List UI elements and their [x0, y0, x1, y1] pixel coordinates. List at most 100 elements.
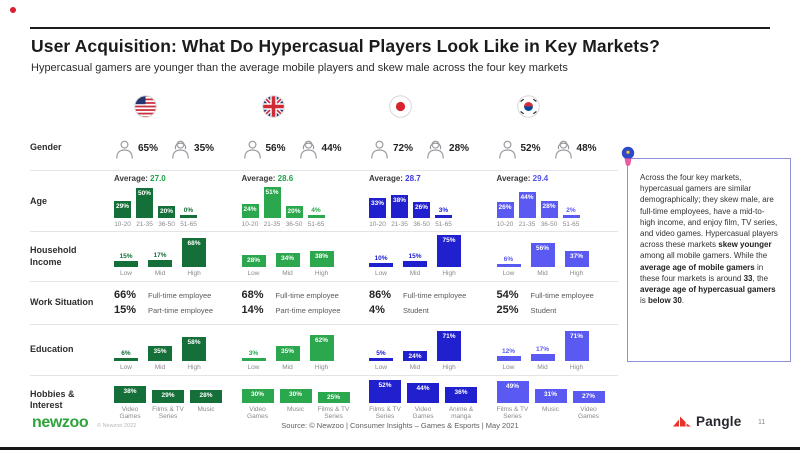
bar-column: 34%	[275, 253, 300, 268]
work-percentage: 4%	[369, 304, 385, 317]
bar: 26%	[413, 202, 430, 218]
newzoo-logo: newzoo	[32, 414, 89, 431]
work-percentage: 86%	[369, 289, 392, 302]
work-label: Full-time employee	[275, 291, 339, 301]
bar-column: 26%	[496, 202, 514, 218]
female-icon	[299, 140, 317, 159]
tick-label: High	[569, 270, 584, 278]
bar: 28%	[540, 201, 558, 218]
japan-flag-icon-cell	[363, 92, 491, 126]
bar-column: 24%	[241, 204, 259, 218]
tick-label: Low	[375, 270, 387, 278]
tick-label: High	[569, 363, 584, 371]
bar-column: 31%	[534, 388, 567, 403]
bar-column: 4%	[307, 207, 325, 218]
bar: 51%	[263, 187, 281, 218]
hobbies-bars: 49% 31% 27%	[496, 379, 617, 403]
gender-cell-United Kingdom: 56% 44%	[236, 135, 364, 162]
bottom-rule	[0, 447, 800, 450]
bar-value-label: 26%	[498, 204, 512, 211]
work-cell-South Korea: 54% Full-time employee 25% Student	[491, 283, 619, 322]
tick-label: 51-65	[180, 221, 197, 228]
hobbies-bars: 52% 44% 36%	[369, 379, 489, 403]
bar-column: 3%	[435, 207, 452, 218]
tick-label: Low	[247, 270, 260, 278]
bar-column: 35%	[148, 345, 172, 361]
tick-label: Mid	[282, 363, 293, 371]
bar: 75%	[437, 235, 461, 268]
bar-column: 68%	[182, 238, 206, 268]
male-percentage: 65%	[138, 142, 159, 154]
bar-value-label: 49%	[505, 382, 519, 390]
age-bars: 26% 44% 28% 2%	[496, 186, 617, 218]
work-percentage: 14%	[241, 304, 264, 317]
age-bars: 24% 51% 20% 4%	[241, 186, 362, 218]
income-bars: 28% 34% 38%	[241, 235, 362, 268]
bar	[496, 355, 521, 361]
tick-label: Low	[247, 363, 260, 371]
gender-cell-South Korea: 52% 48%	[491, 135, 619, 162]
age-average: Average: 28.6	[242, 174, 362, 183]
bar: 31%	[534, 388, 567, 403]
tick-label: High	[314, 270, 329, 278]
bar-value-label: 12%	[501, 347, 515, 355]
tick-label: High	[314, 363, 329, 371]
education-cell-Japan: 5% 24% 71% Low Mid High	[363, 326, 491, 374]
bar: 29%	[114, 201, 131, 218]
bar-value-label: 28%	[199, 391, 213, 399]
bar-column: 28%	[190, 389, 222, 403]
bar: 30%	[241, 388, 274, 403]
bar-value-label: 5%	[376, 349, 386, 357]
bar-value-label: 34%	[280, 255, 294, 263]
tick-label: 36-50	[158, 221, 175, 228]
tick-label: Mid	[154, 270, 166, 278]
bar-value-label: 38%	[314, 253, 328, 261]
hobbies-cell-United States: 38% 29% 28% Video Games Films & TV Series Mus…	[108, 376, 236, 424]
bar-column: 3%	[241, 349, 266, 361]
work-label: Full-time employee	[148, 291, 212, 301]
row-label-work: Work Situation	[30, 297, 94, 308]
income-bars: 10% 15% 75%	[369, 235, 489, 268]
female-icon	[554, 140, 572, 159]
uk-flag-icon-cell	[236, 92, 364, 126]
bar-value-label: 29%	[115, 203, 129, 210]
education-bars: 3% 35% 62%	[241, 329, 362, 361]
bar: 34%	[275, 253, 300, 268]
bar	[148, 260, 172, 268]
bar-column: 37%	[564, 251, 589, 268]
bar-value-label: 3%	[248, 349, 259, 357]
education-bars: 5% 24% 71%	[369, 329, 489, 361]
gender-cell-United States: 65% 35%	[108, 135, 236, 162]
bar-column: 15%	[403, 253, 427, 268]
female-percentage: 35%	[194, 142, 215, 154]
male-percentage: 52%	[520, 142, 541, 154]
tick-label: Music	[542, 405, 559, 413]
copyright-text: © Newzoo 2022	[97, 423, 137, 429]
age-bars: 29% 50% 20% 0%	[114, 186, 234, 218]
bar-ticks: 10-20 21-35 36-50 51-65	[369, 221, 489, 228]
work-item: 68% Full-time employee	[242, 289, 362, 301]
tick-label: 36-50	[413, 221, 430, 228]
bar-column: 75%	[437, 235, 461, 268]
bar-value-label: 51%	[265, 189, 279, 196]
bar-column: 30%	[279, 388, 312, 403]
bar-column: 29%	[114, 201, 131, 218]
male-percentage: 72%	[393, 142, 414, 154]
bar-column: 28%	[540, 201, 558, 218]
bar-column: 12%	[496, 347, 521, 361]
age-average: Average: 29.4	[497, 174, 617, 183]
income-cell-United States: 15% 17% 68% Low Mid High	[108, 232, 236, 280]
age-cell-South Korea: Average: 29.4 26% 44% 28% 2% 10-20 21-35 36-50 5…	[491, 171, 619, 231]
gender-row: Gender 65% 35% 56% 44% 72% 28% 52% 48%	[30, 126, 618, 171]
education-cell-United Kingdom: 3% 35% 62% Low Mid High	[236, 326, 364, 374]
tick-label: Mid	[537, 363, 548, 371]
income-bars: 6% 56% 37%	[496, 235, 617, 268]
bar	[114, 261, 138, 268]
work-item: 66% Full-time employee	[114, 289, 234, 301]
bar-ticks: Low Mid High	[369, 270, 489, 277]
tick-label: Mid	[409, 363, 421, 371]
age-average-value: 27.0	[150, 174, 166, 183]
source-text: Source: © Newzoo | Consumer Insights – G…	[281, 421, 519, 430]
bar-value-label: 4%	[311, 207, 321, 214]
work-cell-United States: 66% Full-time employee 15% Part-time employ…	[108, 283, 236, 322]
